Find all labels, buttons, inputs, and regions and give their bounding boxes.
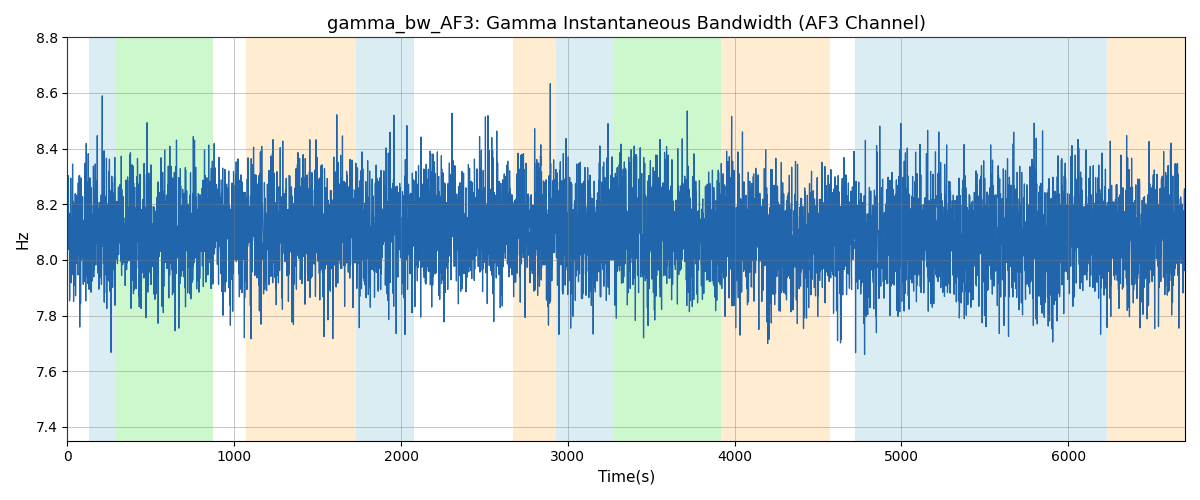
Bar bbox=[721, 38, 829, 440]
Bar bbox=[1106, 38, 1186, 440]
X-axis label: Time(s): Time(s) bbox=[598, 470, 655, 485]
Title: gamma_bw_AF3: Gamma Instantaneous Bandwidth (AF3 Channel): gamma_bw_AF3: Gamma Instantaneous Bandwi… bbox=[326, 15, 925, 34]
Bar bbox=[556, 38, 613, 440]
Bar bbox=[246, 38, 356, 440]
Y-axis label: Hz: Hz bbox=[16, 230, 30, 249]
Bar bbox=[512, 38, 556, 440]
Bar bbox=[613, 38, 721, 440]
Bar bbox=[89, 38, 115, 440]
Bar bbox=[356, 38, 414, 440]
Bar bbox=[115, 38, 212, 440]
Bar bbox=[854, 38, 1106, 440]
